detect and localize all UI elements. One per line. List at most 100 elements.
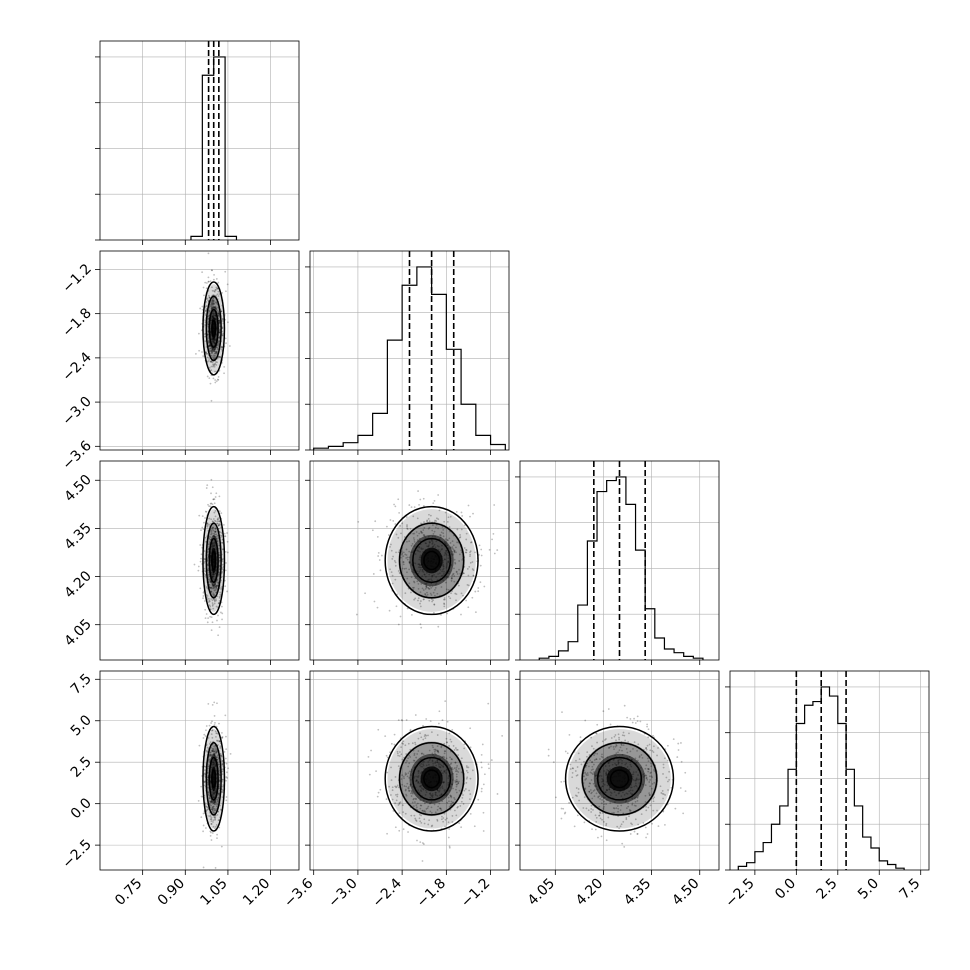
sample-point [215, 585, 217, 588]
sample-point [220, 588, 223, 591]
sample-point [209, 834, 212, 837]
sample-point [213, 502, 216, 505]
sample-point [217, 356, 220, 359]
sample-point [208, 344, 211, 347]
sample-point [206, 356, 209, 359]
sample-point [568, 733, 571, 736]
sample-point [212, 587, 214, 590]
sample-point [215, 598, 217, 600]
sample-point [214, 354, 216, 357]
sample-point [406, 558, 409, 561]
sample-point [453, 580, 456, 583]
sample-point [496, 549, 499, 551]
sample-point [405, 516, 408, 518]
x-tick-label-3-3: 5.0 [855, 876, 882, 903]
sample-point [213, 364, 216, 367]
sample-point [417, 597, 420, 600]
x-tick-label-1-2: −2.4 [370, 875, 405, 910]
sample-point [461, 515, 464, 517]
sample-point [474, 611, 477, 614]
sample-point [440, 586, 443, 588]
sample-point [216, 522, 219, 525]
sample-point [463, 547, 466, 549]
sample-point [431, 529, 434, 532]
sample-point [218, 595, 221, 598]
sample-point [455, 571, 458, 574]
sample-point [644, 826, 647, 829]
sample-point [212, 592, 215, 595]
sample-point [457, 584, 460, 587]
sample-point [406, 577, 409, 580]
sample-point [385, 754, 388, 757]
sample-point [375, 770, 377, 773]
sample-point [607, 708, 610, 710]
sample-point [226, 532, 228, 534]
sample-point [212, 298, 215, 300]
sample-point [225, 779, 227, 782]
sample-point [209, 502, 212, 505]
sample-point [199, 544, 202, 546]
sample-point [225, 762, 228, 765]
sample-point [466, 583, 469, 586]
sample-point [583, 821, 586, 824]
sample-point [208, 505, 210, 508]
sample-point [209, 303, 212, 306]
sample-point [636, 715, 639, 718]
sample-point [496, 793, 499, 795]
sample-point [212, 598, 215, 601]
sample-point [218, 524, 220, 527]
sample-point [573, 825, 576, 828]
sample-point [226, 551, 229, 554]
contour-line-2 [208, 537, 219, 584]
sample-point [479, 581, 482, 584]
sample-point [204, 351, 207, 354]
x-tick-label-1-4: −1.2 [458, 876, 493, 911]
sample-point [220, 531, 222, 534]
sample-point [213, 273, 215, 276]
sample-point [438, 509, 441, 512]
sample-point [218, 520, 221, 523]
sample-point [218, 321, 221, 324]
sample-point [220, 345, 223, 348]
sample-point [463, 524, 466, 527]
sample-point [213, 532, 215, 535]
sample-point [210, 629, 213, 632]
sample-point [432, 533, 435, 535]
sample-point [226, 540, 229, 543]
sample-point [213, 511, 216, 514]
sample-point [204, 558, 206, 560]
sample-point [449, 597, 452, 600]
sample-point [213, 585, 216, 588]
sample-point [645, 836, 647, 839]
sample-point [458, 536, 461, 539]
sample-point [218, 573, 221, 576]
sample-point [410, 613, 413, 616]
sample-point [213, 593, 216, 596]
sample-point [229, 752, 232, 755]
sample-point [460, 511, 463, 514]
sample-point [223, 535, 226, 538]
sample-point [203, 560, 206, 563]
sample-point [439, 534, 441, 536]
sample-point [214, 530, 217, 533]
sample-point [488, 548, 491, 551]
sample-point [677, 742, 680, 745]
sample-point [410, 506, 413, 509]
sample-point [221, 605, 223, 608]
sample-point [206, 564, 209, 566]
sample-point [623, 846, 626, 848]
sample-point [211, 351, 213, 354]
sample-point [568, 801, 571, 804]
sample-point [214, 515, 217, 518]
panel-frame-0-2 [99, 460, 300, 661]
hist-frame-1 [309, 250, 510, 451]
sample-point [463, 572, 465, 575]
sample-point [422, 724, 424, 727]
sample-point [223, 366, 226, 368]
sample-point [202, 355, 205, 357]
x-tick-label-2-1: 4.20 [573, 876, 606, 909]
sample-point [422, 534, 425, 536]
y-tick-label-3-0: −2.5 [59, 837, 94, 872]
histogram-step-0 [190, 56, 238, 240]
sample-point [219, 523, 222, 526]
